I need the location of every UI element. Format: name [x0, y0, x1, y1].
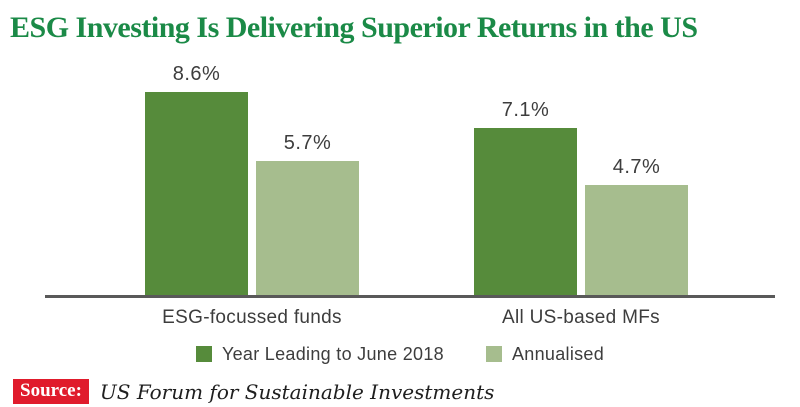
bar-groups: 8.6% 5.7% 7.1% 4.7% [0, 58, 800, 298]
legend-item: Annualised [485, 343, 605, 365]
bar-column: 8.6% [145, 63, 248, 298]
bar-chart-plot: 8.6% 5.7% 7.1% 4.7% [0, 58, 800, 298]
bar-column: 5.7% [256, 132, 359, 298]
legend-label: Year Leading to June 2018 [221, 343, 444, 364]
legend-swatch-icon [485, 346, 502, 362]
x-axis-label: ESG-focussed funds [162, 307, 342, 328]
x-axis-line [45, 295, 775, 298]
bar-value-label: 8.6% [172, 63, 221, 85]
x-axis-labels: ESG-focussed funds All US-based MFs [0, 298, 800, 329]
bar [256, 161, 359, 298]
chart-legend: Year Leading to June 2018 Annualised [0, 344, 800, 364]
source-badge: Source: [13, 379, 89, 404]
bar [585, 185, 688, 298]
bar [145, 92, 248, 298]
source-row: Source: US Forum for Sustainable Investm… [13, 379, 800, 404]
source-text: US Forum for Sustainable Investments [99, 379, 495, 404]
x-axis-label: All US-based MFs [502, 307, 660, 328]
chart-title: ESG Investing Is Delivering Superior Ret… [10, 11, 698, 44]
bar-column: 7.1% [474, 99, 577, 298]
bar-group: 7.1% 4.7% [474, 99, 688, 298]
legend-label: Annualised [511, 343, 605, 364]
bar-value-label: 7.1% [501, 99, 550, 121]
bar-value-label: 5.7% [283, 132, 332, 154]
bar-value-label: 4.7% [612, 156, 661, 178]
legend-item: Year Leading to June 2018 [195, 343, 444, 365]
bar-column: 4.7% [585, 156, 688, 298]
bar [474, 128, 577, 298]
bar-group: 8.6% 5.7% [145, 63, 359, 298]
legend-swatch-icon [195, 346, 212, 362]
chart-card: ESG Investing Is Delivering Superior Ret… [0, 8, 800, 407]
